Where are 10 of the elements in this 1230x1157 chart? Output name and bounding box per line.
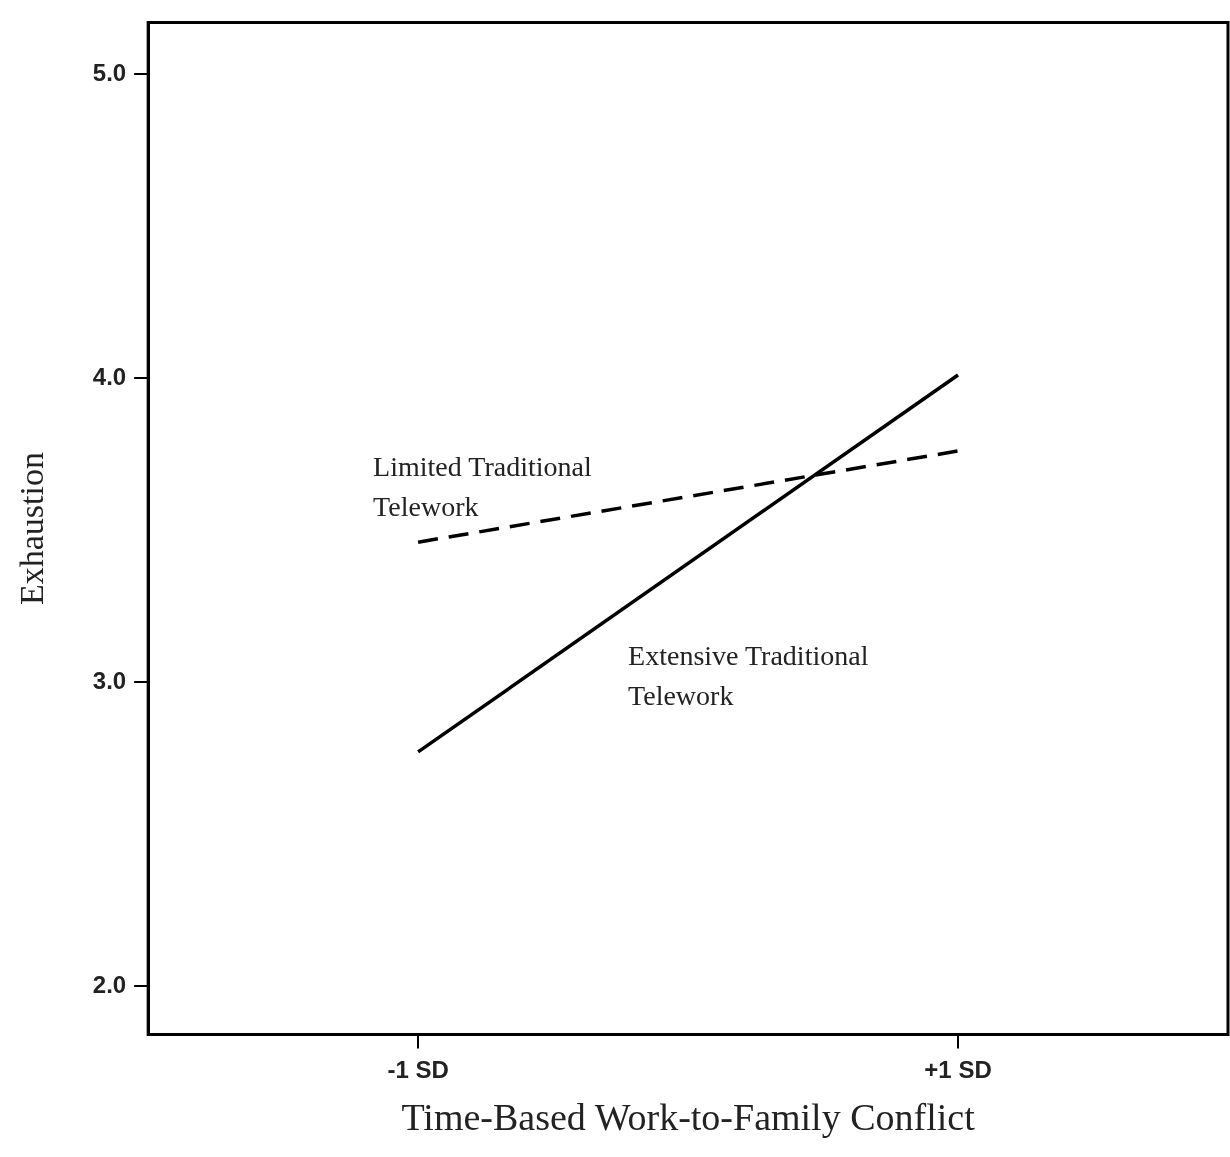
y-tick-label: 2.0 xyxy=(92,970,127,998)
series-label: Limited Traditional Telework xyxy=(373,450,592,522)
series-label: Extensive Traditional Telework xyxy=(628,639,869,711)
x-tick-label: +1 SD xyxy=(924,1055,992,1083)
y-axis-title: Exhaustion xyxy=(13,452,51,605)
x-tick-label: -1 SD xyxy=(387,1055,449,1083)
y-tick-label: 4.0 xyxy=(92,362,127,390)
x-axis-title: Time-Based Work-to-Family Conflict xyxy=(401,1096,976,1139)
y-tick-label: 3.0 xyxy=(92,666,127,694)
y-tick-label: 5.0 xyxy=(92,58,127,86)
